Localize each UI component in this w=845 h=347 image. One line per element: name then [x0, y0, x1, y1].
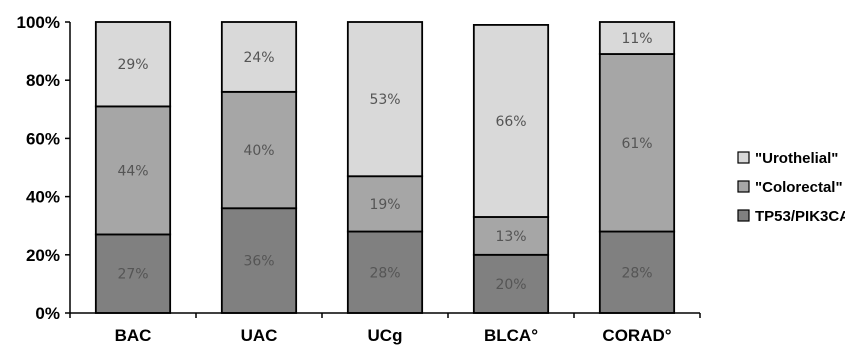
data-label: 11% [621, 31, 652, 47]
data-label: 28% [621, 265, 652, 281]
data-label: 24% [243, 50, 274, 66]
data-label: 40% [243, 143, 274, 159]
bar-segment [598, 21, 676, 55]
data-label: 13% [495, 229, 526, 245]
bar-segment [472, 216, 550, 256]
legend-swatch [737, 209, 750, 222]
data-label: 66% [495, 114, 526, 130]
y-tick-label: 60% [26, 129, 60, 148]
legend-label: "Colorectal" [755, 179, 843, 196]
y-tick-label: 20% [26, 246, 60, 265]
x-tick-label: BAC [115, 326, 152, 345]
y-tick-label: 80% [26, 71, 60, 90]
bar-segment [94, 21, 172, 108]
bar-segment [346, 175, 424, 233]
data-label: 28% [369, 265, 400, 281]
y-tick-label: 100% [17, 13, 60, 32]
bar-segment [220, 90, 298, 210]
data-label: 36% [243, 254, 274, 270]
bar-segment [94, 105, 172, 236]
x-tick-label: CORAD° [602, 326, 671, 345]
bar-segment [472, 253, 550, 314]
bar-segment [220, 207, 298, 314]
bar-segment [346, 21, 424, 178]
bar-segment [346, 230, 424, 314]
data-label: 61% [621, 136, 652, 152]
legend-swatch [737, 180, 750, 193]
x-tick-label: UAC [241, 326, 278, 345]
legend-label: TP53/PIK3CA [755, 208, 845, 225]
y-tick-label: 40% [26, 188, 60, 207]
x-axis: BAC UAC UCg BLCA° CORAD° [69, 312, 701, 345]
bar-segment [472, 24, 550, 218]
legend-label: "Urothelial" [755, 150, 838, 167]
legend: "Urothelial" "Colorectal" TP53/PIK3CA [737, 150, 845, 225]
y-tick-label: 0% [35, 304, 60, 323]
data-label: 44% [117, 163, 148, 179]
legend-swatch [737, 151, 750, 164]
bar-segment [598, 53, 676, 233]
data-label: 53% [369, 92, 400, 108]
data-label: 19% [369, 197, 400, 213]
data-label: 27% [117, 267, 148, 283]
bars: 27% 44% 29% 36% 40% 24% 28% 19% 53% 20% 13% 66% 28% 6… [94, 21, 676, 314]
bar-segment [598, 230, 676, 314]
x-tick-label: UCg [368, 326, 403, 345]
y-axis: 0% 20% 40% 60% 80% 100% [17, 13, 71, 323]
bar-segment [220, 21, 298, 93]
data-label: 29% [117, 57, 148, 73]
data-label: 20% [495, 277, 526, 293]
x-tick-label: BLCA° [484, 326, 538, 345]
